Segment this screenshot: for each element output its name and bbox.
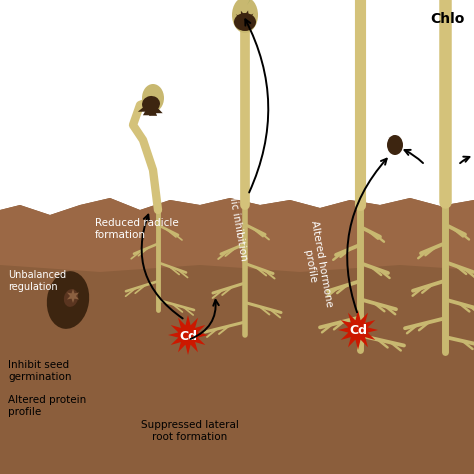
Polygon shape xyxy=(0,198,474,474)
Ellipse shape xyxy=(142,96,160,112)
Polygon shape xyxy=(392,136,399,141)
Polygon shape xyxy=(138,101,151,112)
Polygon shape xyxy=(0,198,474,474)
Text: Cd: Cd xyxy=(349,325,367,337)
Ellipse shape xyxy=(64,289,78,307)
Text: Altered hormone
profile: Altered hormone profile xyxy=(298,220,334,310)
Ellipse shape xyxy=(387,135,403,155)
Polygon shape xyxy=(67,289,79,303)
Ellipse shape xyxy=(234,13,256,31)
Polygon shape xyxy=(236,14,249,20)
Text: Metabolic inhibition: Metabolic inhibition xyxy=(221,158,249,262)
Polygon shape xyxy=(168,315,208,355)
Polygon shape xyxy=(392,135,398,141)
Ellipse shape xyxy=(142,84,164,112)
Polygon shape xyxy=(149,101,157,116)
Polygon shape xyxy=(389,137,398,141)
Ellipse shape xyxy=(232,0,258,33)
Polygon shape xyxy=(338,310,378,350)
Text: Altered protein
profile: Altered protein profile xyxy=(8,395,86,417)
Polygon shape xyxy=(143,101,151,115)
Polygon shape xyxy=(241,14,254,20)
Text: Cd: Cd xyxy=(179,329,197,343)
Polygon shape xyxy=(241,10,249,20)
Text: Unbalanced
regulation: Unbalanced regulation xyxy=(8,270,66,292)
Text: Inhibit seed
germination: Inhibit seed germination xyxy=(8,360,72,382)
Text: Chlo: Chlo xyxy=(430,12,465,26)
Ellipse shape xyxy=(47,271,89,329)
Text: Reduced radicle
formation: Reduced radicle formation xyxy=(95,218,179,239)
Polygon shape xyxy=(241,11,249,20)
Text: Suppressed lateral
root formation: Suppressed lateral root formation xyxy=(141,420,239,442)
Polygon shape xyxy=(247,0,263,5)
Polygon shape xyxy=(151,101,163,113)
